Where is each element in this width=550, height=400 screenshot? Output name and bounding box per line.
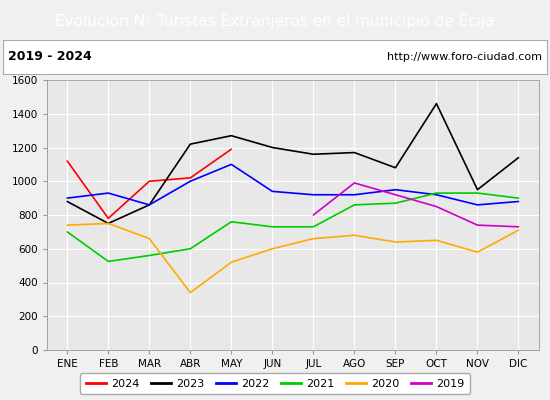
Text: Evolucion Nº Turistas Extranjeros en el municipio de Écija: Evolucion Nº Turistas Extranjeros en el … (55, 11, 495, 29)
Legend: 2024, 2023, 2022, 2021, 2020, 2019: 2024, 2023, 2022, 2021, 2020, 2019 (80, 373, 470, 394)
Text: 2019 - 2024: 2019 - 2024 (8, 50, 92, 64)
Text: http://www.foro-ciudad.com: http://www.foro-ciudad.com (387, 52, 542, 62)
